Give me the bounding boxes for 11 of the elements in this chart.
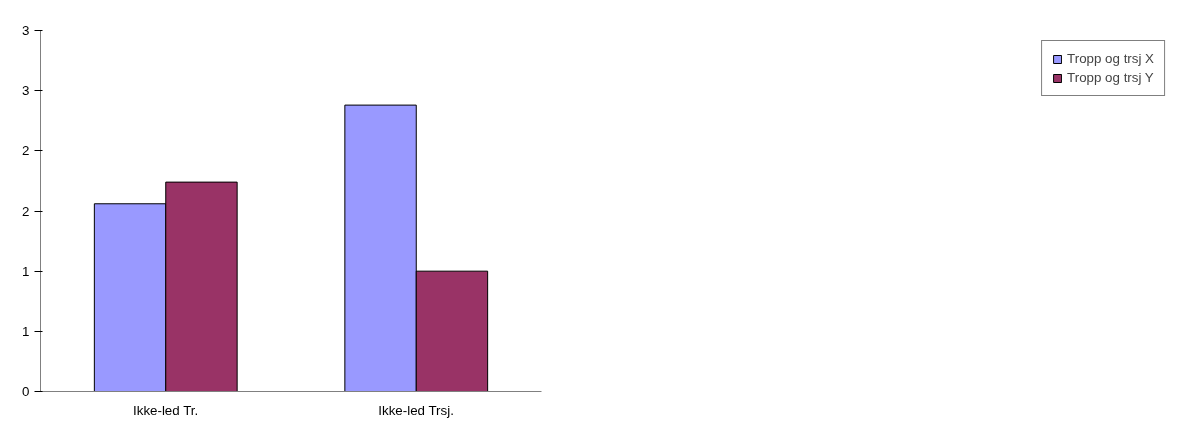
legend-label: Tropp og trsj Y: [1067, 70, 1154, 85]
y-tick-label: 1: [22, 323, 30, 339]
y-tick-label: 1: [22, 263, 30, 279]
y-tick-label: 3: [22, 23, 30, 38]
x-tick-label: Ikke-led Tr.: [133, 402, 199, 418]
x-tick-label: Ikke-led Trsj.: [378, 402, 454, 418]
y-tick-label: 3: [22, 83, 30, 99]
y-tick-label: 0: [22, 384, 30, 399]
y-tick-label: 2: [22, 203, 30, 219]
y-tick-label: 2: [22, 143, 30, 159]
legend-label: Tropp og trsj X: [1067, 51, 1154, 66]
